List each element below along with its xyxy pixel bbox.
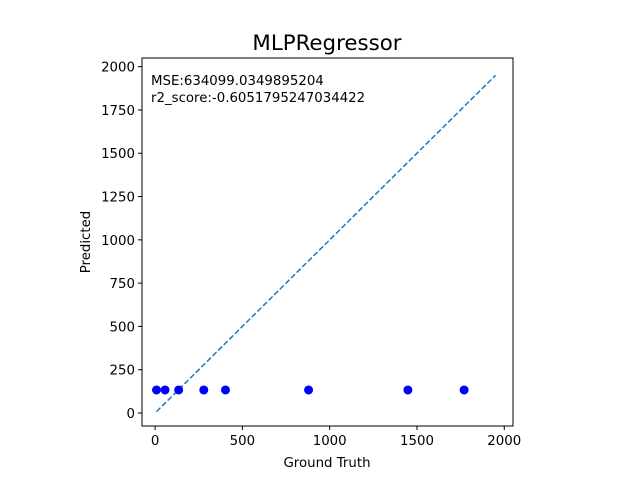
scatter-point [220,385,230,395]
reference-line [155,74,497,413]
y-tick-label: 250 [110,364,135,379]
scatter-point [199,385,209,395]
plot-area [151,74,497,413]
scatter-point [174,385,184,395]
scatter-point [304,385,314,395]
x-tick-label: 2000 [487,434,521,449]
x-axis: 0 500 1000 1500 2000 [151,426,521,449]
scatter-point [459,385,469,395]
x-axis-label: Ground Truth [283,456,370,471]
axes-frame [141,57,514,427]
y-axis-label: Predicted [79,211,94,274]
y-axis: 0 250 500 750 1000 1250 1500 1750 2000 [101,61,142,422]
y-tick-label: 750 [110,277,135,292]
x-tick-label: 500 [230,434,255,449]
scatter-point [151,385,161,395]
scatter-point [160,385,170,395]
y-tick-label: 1500 [101,147,135,162]
y-tick-label: 1250 [101,191,135,206]
y-tick-label: 0 [127,407,135,422]
x-tick-label: 1500 [400,434,434,449]
y-tick-label: 1000 [101,234,135,249]
y-tick-label: 2000 [101,61,135,76]
y-tick-label: 500 [110,320,135,335]
mse-annotation: MSE:634099.0349895204 [151,74,324,89]
y-tick-label: 1750 [101,104,135,119]
x-tick-label: 1000 [313,434,347,449]
x-tick-label: 0 [151,434,159,449]
r2-score-annotation: r2_score:-0.6051795247034422 [151,91,365,106]
chart-title: MLPRegressor [252,31,401,56]
scatter-point [403,385,413,395]
